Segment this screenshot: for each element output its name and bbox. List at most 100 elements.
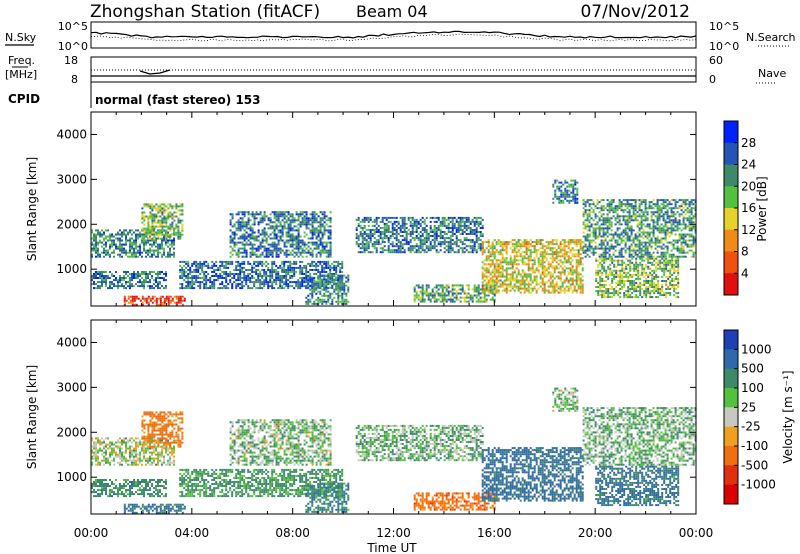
power-cell <box>405 237 408 240</box>
power-cell <box>409 220 412 223</box>
power-cell <box>159 273 161 275</box>
power-cell <box>493 267 496 270</box>
power-cell <box>139 245 141 248</box>
power-cell <box>263 215 266 218</box>
power-cell <box>598 219 601 222</box>
power-cell <box>541 271 544 274</box>
cpid-label: CPID <box>8 92 40 106</box>
power-cell <box>221 277 224 279</box>
power-cell <box>570 199 573 202</box>
power-cell <box>165 217 168 220</box>
power-cell <box>155 207 158 210</box>
power-cell <box>169 225 172 228</box>
power-cell <box>139 273 141 275</box>
power-cell <box>626 203 629 206</box>
power-cell <box>586 225 589 228</box>
power-cell <box>161 219 164 222</box>
power-cell <box>610 223 613 226</box>
power-cell <box>323 292 326 295</box>
power-cell <box>596 215 599 218</box>
power-cell <box>622 219 625 222</box>
power-cell <box>321 223 324 226</box>
power-cell <box>347 274 350 277</box>
power-cell <box>401 245 404 248</box>
power-cell <box>251 269 254 271</box>
power-cell <box>199 264 202 267</box>
power-cell <box>499 265 502 268</box>
power-cell <box>325 223 328 226</box>
power-cell <box>247 217 250 220</box>
power-cell <box>251 281 254 284</box>
power-cell <box>285 239 288 242</box>
power-cell <box>495 289 498 292</box>
power-cell <box>493 291 496 294</box>
power-cell <box>327 300 330 303</box>
power-cell <box>141 215 144 218</box>
power-cell <box>586 235 589 238</box>
power-cell <box>143 273 145 275</box>
power-cell <box>535 255 538 258</box>
power-cell <box>499 271 502 274</box>
power-cell <box>261 260 264 263</box>
power-cell <box>521 283 524 286</box>
power-cell <box>592 223 595 226</box>
power-cell <box>287 269 290 271</box>
power-cell <box>557 277 560 280</box>
power-cell <box>602 255 605 258</box>
power-cell <box>243 223 246 226</box>
power-cell <box>317 231 320 234</box>
power-cell <box>501 283 504 286</box>
power-cell <box>630 215 633 218</box>
power-cell <box>309 278 312 281</box>
power-cell <box>622 215 625 218</box>
power-cell <box>277 277 280 279</box>
power-cell <box>467 218 470 221</box>
power-cell <box>588 205 591 208</box>
power-cell <box>241 277 244 279</box>
power-cell <box>105 229 107 232</box>
power-cell <box>361 245 364 248</box>
power-cell <box>614 223 617 226</box>
power-cell <box>415 294 418 297</box>
power-cell <box>113 241 115 244</box>
power-cell <box>183 271 186 273</box>
power-cell <box>581 285 584 288</box>
power-cell <box>187 277 190 279</box>
power-cell <box>129 245 131 248</box>
power-cell <box>610 255 613 258</box>
power-cell <box>309 284 312 287</box>
power-cell <box>610 247 613 250</box>
power-cell <box>291 213 294 216</box>
power-cell <box>493 265 496 268</box>
power-cell <box>475 288 478 291</box>
power-cell <box>523 263 526 266</box>
power-cell <box>491 296 494 299</box>
power-cell <box>291 277 294 279</box>
power-cell <box>103 281 105 284</box>
power-cell <box>559 255 562 258</box>
power-cell <box>293 221 296 224</box>
power-cell <box>579 239 582 242</box>
power-cell <box>397 222 400 225</box>
power-cell <box>187 260 190 263</box>
power-cell <box>557 253 560 256</box>
power-cell <box>575 267 578 270</box>
power-cell <box>602 253 605 256</box>
power-cell <box>323 211 326 214</box>
power-cell <box>301 221 304 224</box>
power-cell <box>153 249 155 252</box>
power-cell <box>207 279 210 282</box>
power-cell <box>315 287 318 290</box>
power-cell <box>203 275 206 277</box>
power-cell <box>269 273 272 275</box>
power-cell <box>277 217 280 220</box>
power-cell <box>381 249 384 252</box>
power-cell <box>99 255 101 258</box>
power-cell <box>125 235 127 238</box>
power-cell <box>495 275 498 278</box>
power-cell <box>573 289 576 292</box>
power-cell <box>305 211 308 214</box>
power-cell <box>199 266 202 269</box>
power-cell <box>449 300 452 303</box>
power-cell <box>273 245 276 248</box>
